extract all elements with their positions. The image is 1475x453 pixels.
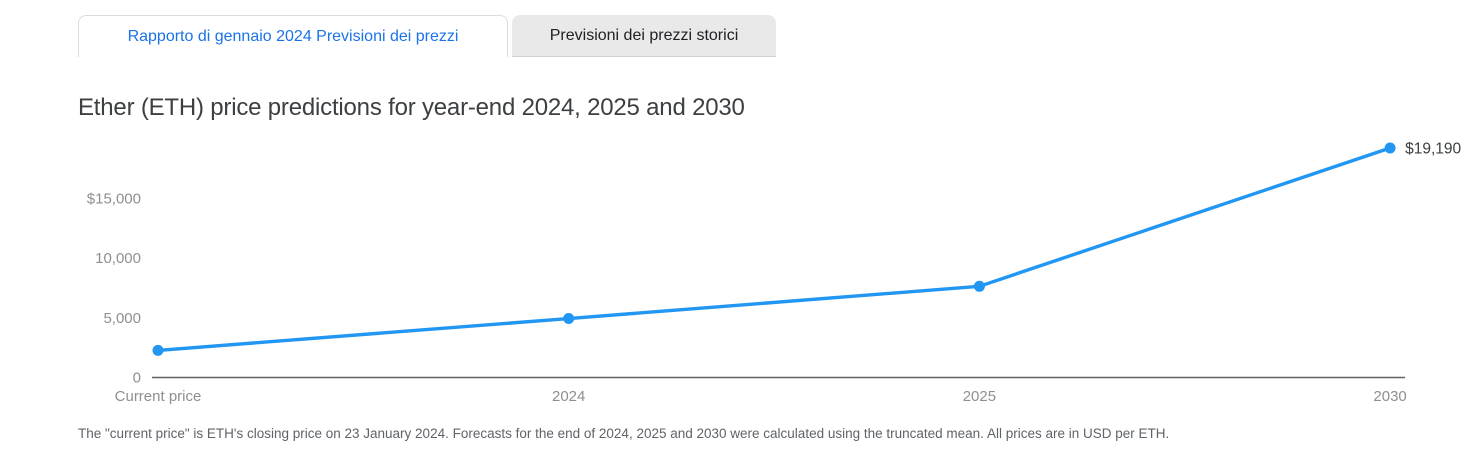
end-value-label: $19,190 [1405, 140, 1461, 157]
data-point-current-price[interactable] [152, 344, 164, 356]
tab-historical-predictions[interactable]: Previsioni dei prezzi storici [512, 15, 776, 57]
report-tabs: Rapporto di gennaio 2024 Previsioni dei … [78, 15, 776, 57]
data-point-2024[interactable] [563, 313, 575, 325]
y-tick-label: 10,000 [95, 250, 141, 267]
y-tick-label: 0 [133, 370, 141, 387]
x-tick-label: 2025 [963, 388, 996, 405]
data-point-2025[interactable] [973, 280, 985, 292]
x-tick-label: 2024 [552, 388, 585, 405]
x-tick-label: 2030 [1373, 388, 1406, 405]
price-line [156, 146, 1392, 353]
y-tick-label: $15,000 [87, 191, 141, 208]
chart-title: Ether (ETH) price predictions for year-e… [78, 94, 745, 121]
y-tick-label: 5,000 [103, 310, 141, 327]
x-tick-label: Current price [115, 388, 202, 405]
data-point-2030[interactable] [1384, 142, 1396, 154]
tab-january-2024-report[interactable]: Rapporto di gennaio 2024 Previsioni dei … [78, 15, 508, 57]
chart-footnote: The "current price" is ETH's closing pri… [78, 426, 1170, 441]
